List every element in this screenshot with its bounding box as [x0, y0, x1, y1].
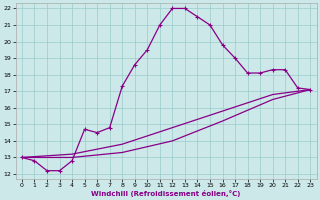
X-axis label: Windchill (Refroidissement éolien,°C): Windchill (Refroidissement éolien,°C): [92, 190, 241, 197]
